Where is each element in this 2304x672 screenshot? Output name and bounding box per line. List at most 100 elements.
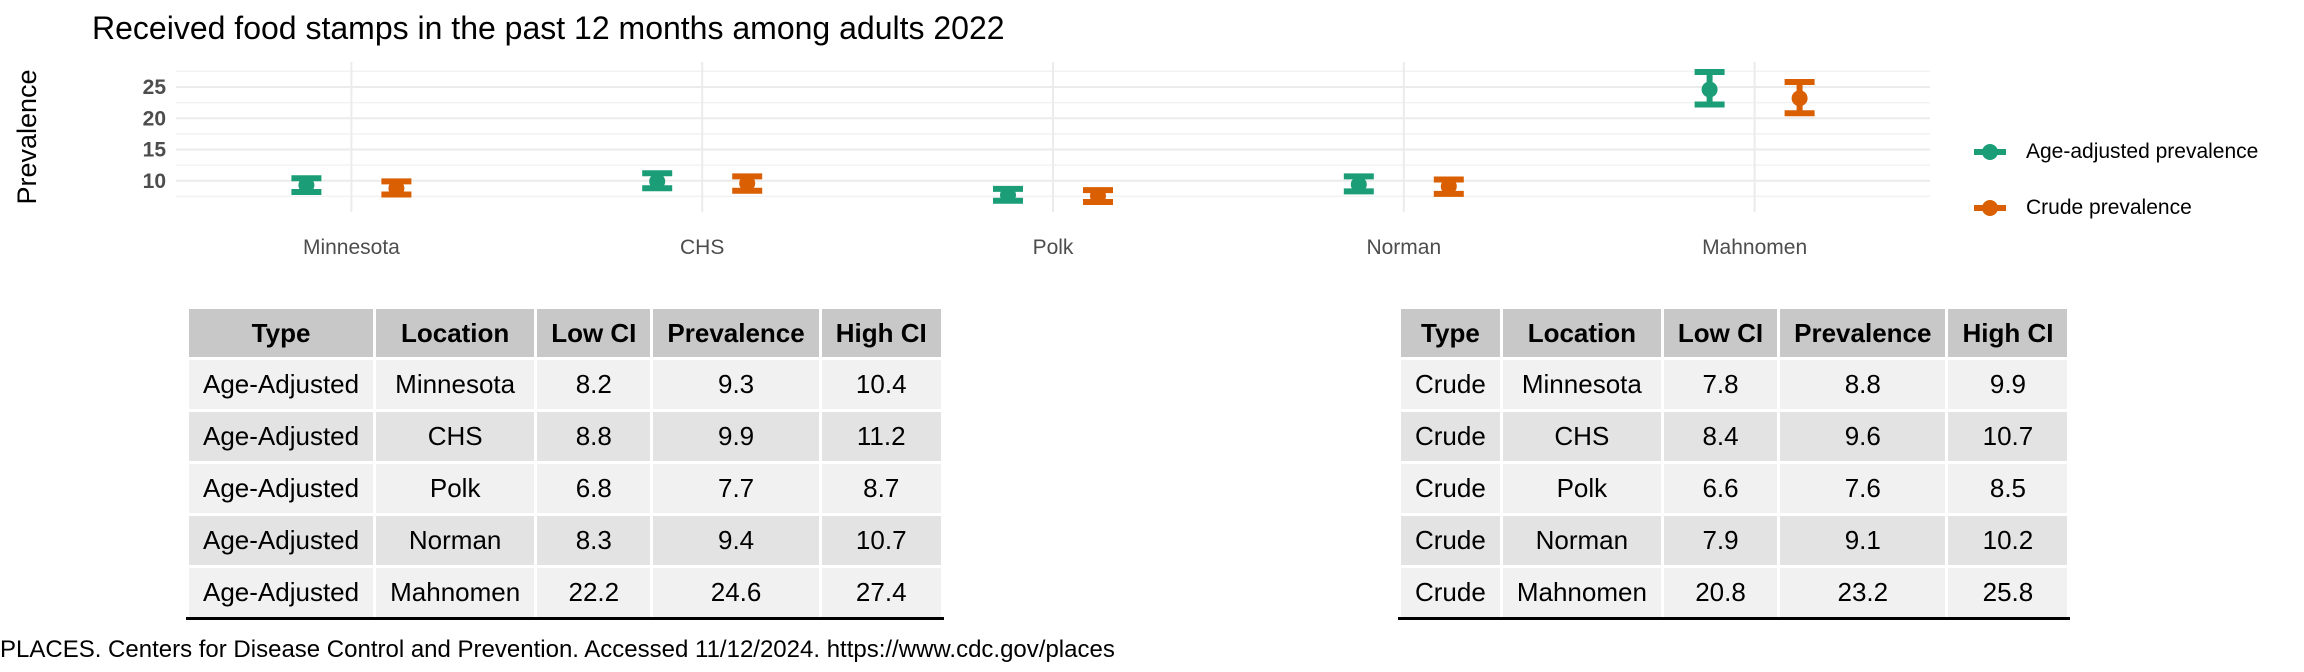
table-cell: 24.6 (650, 565, 822, 620)
table-cell: 22.2 (534, 565, 654, 620)
table-cell: 6.6 (1660, 461, 1781, 516)
legend-label: Age-adjusted prevalence (2026, 140, 2259, 163)
table-cell: Crude (1398, 565, 1503, 620)
table-cell: 9.9 (650, 409, 822, 464)
table-row: Age-Adjusted Minnesota 8.2 9.3 10.4 (185, 357, 944, 412)
table-cell: 8.7 (818, 461, 944, 516)
table-cell: 9.6 (1777, 409, 1949, 464)
data-point (1090, 187, 1106, 204)
data-point (1350, 176, 1367, 193)
table-cell: 7.9 (1660, 513, 1781, 568)
legend-item: Crude prevalence (1970, 180, 2258, 236)
table-cell: Crude (1398, 513, 1503, 568)
x-tick-label: CHS (680, 236, 724, 259)
table-row: Crude CHS 8.4 9.6 10.7 (1398, 409, 2071, 464)
x-tick-label: Minnesota (303, 236, 400, 259)
data-point (1791, 90, 1808, 107)
table-cell: Crude (1398, 461, 1503, 516)
legend-label: Crude prevalence (2026, 196, 2192, 219)
table-cell: 8.5 (1945, 461, 2071, 516)
table-cell: 7.8 (1660, 357, 1781, 412)
data-point (298, 177, 315, 194)
table-cell: 11.2 (818, 409, 944, 464)
chart-legend: Age-adjusted prevalence Crude prevalence (1970, 124, 2258, 236)
age-adjusted-table: Type Location Low CI Prevalence High CI Age-… (185, 306, 944, 620)
table-header-cell: Low CI (1660, 306, 1781, 360)
data-point (1000, 187, 1016, 204)
table-row: Age-Adjusted Mahnomen 22.2 24.6 27.4 (185, 565, 944, 620)
table-cell: 6.8 (534, 461, 654, 516)
data-point (388, 180, 405, 197)
legend-item: Age-adjusted prevalence (1970, 124, 2258, 180)
table-header-cell: High CI (818, 306, 944, 360)
y-tick-label: 25 (143, 76, 167, 99)
table-cell: CHS (373, 409, 538, 464)
table-cell: Mahnomen (1499, 565, 1664, 620)
y-tick-label: 10 (143, 170, 166, 193)
table-cell: 9.4 (650, 513, 822, 568)
table-cell: Age-Adjusted (185, 409, 377, 464)
y-tick-label: 15 (143, 139, 167, 162)
table-row: Age-Adjusted CHS 8.8 9.9 11.2 (185, 409, 944, 464)
data-point (1701, 81, 1718, 98)
data-point (1440, 178, 1457, 195)
table-header-cell: Type (185, 306, 377, 360)
table-cell: Age-Adjusted (185, 565, 377, 620)
table-header-cell: Low CI (534, 306, 654, 360)
legend-key-icon (1974, 144, 2006, 160)
table-row: Crude Mahnomen 20.8 23.2 25.8 (1398, 565, 2071, 620)
table-cell: Minnesota (373, 357, 538, 412)
table-cell: Crude (1398, 409, 1503, 464)
table-cell: 10.7 (818, 513, 944, 568)
table-cell: 8.4 (1660, 409, 1781, 464)
table-header-cell: Type (1398, 306, 1503, 360)
table-cell: Norman (373, 513, 538, 568)
table-cell: Mahnomen (373, 565, 538, 620)
errorbar-plot: 10 15 20 25 Minnesota CHS Polk Norman Mahnomen Pr… (12, 62, 1930, 259)
table-cell: 9.1 (1777, 513, 1949, 568)
table-cell: 10.7 (1945, 409, 2071, 464)
chart-title: Received food stamps in the past 12 mont… (92, 10, 1005, 46)
table-cell: Polk (1499, 461, 1664, 516)
table-cell: 8.8 (1777, 357, 1949, 412)
table-header-cell: Prevalence (650, 306, 822, 360)
table-row: Crude Norman 7.9 9.1 10.2 (1398, 513, 2071, 568)
table-row: Age-Adjusted Norman 8.3 9.4 10.7 (185, 513, 944, 568)
table-cell: CHS (1499, 409, 1664, 464)
table-row: Age-Adjusted Polk 6.8 7.7 8.7 (185, 461, 944, 516)
table-row: Crude Polk 6.6 7.6 8.5 (1398, 461, 2071, 516)
table-cell: 10.4 (818, 357, 944, 412)
table-header-cell: High CI (1945, 306, 2071, 360)
table-cell: 10.2 (1945, 513, 2071, 568)
source-note: PLACES. Centers for Disease Control and … (0, 636, 1115, 663)
data-point (649, 173, 666, 190)
table-cell: Norman (1499, 513, 1664, 568)
table-cell: 20.8 (1660, 565, 1781, 620)
x-tick-label: Mahnomen (1702, 236, 1807, 259)
data-point (739, 175, 756, 192)
table-header-cell: Prevalence (1777, 306, 1949, 360)
table-cell: 7.7 (650, 461, 822, 516)
table-cell: 25.8 (1945, 565, 2071, 620)
x-tick-label: Norman (1366, 236, 1441, 259)
table-cell: 9.9 (1945, 357, 2071, 412)
crude-table: Type Location Low CI Prevalence High CI Crud… (1398, 306, 2071, 620)
y-tick-label: 20 (143, 107, 166, 130)
x-tick-label: Polk (1033, 236, 1074, 259)
table-cell: 8.2 (534, 357, 654, 412)
table-cell: Age-Adjusted (185, 357, 377, 412)
table-header-cell: Location (1499, 306, 1664, 360)
table-header-cell: Location (373, 306, 538, 360)
table-cell: Age-Adjusted (185, 513, 377, 568)
table-cell: 27.4 (818, 565, 944, 620)
table-cell: 8.8 (534, 409, 654, 464)
table-cell: 9.3 (650, 357, 822, 412)
table-row: Crude Minnesota 7.8 8.8 9.9 (1398, 357, 2071, 412)
table-cell: Polk (373, 461, 538, 516)
legend-key-icon (1974, 200, 2006, 216)
table-cell: Age-Adjusted (185, 461, 377, 516)
table-cell: Crude (1398, 357, 1503, 412)
table-cell: 23.2 (1777, 565, 1949, 620)
table-cell: Minnesota (1499, 357, 1664, 412)
y-axis-title: Prevalence (12, 69, 42, 204)
